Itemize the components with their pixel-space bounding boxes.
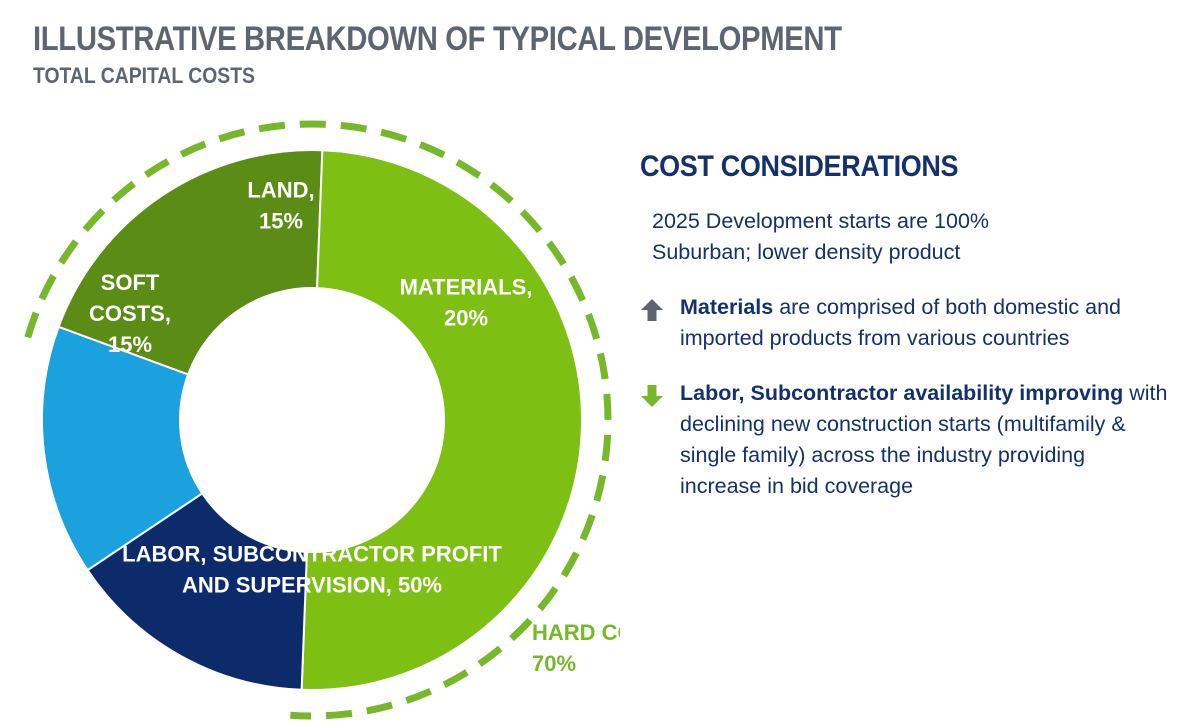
materials-consideration: Materials are comprised of both domestic… bbox=[640, 292, 1180, 354]
slice-materials bbox=[57, 149, 324, 376]
slice-land bbox=[41, 325, 204, 572]
hard-costs-dashed-arc bbox=[24, 120, 612, 720]
arrow-up-icon bbox=[640, 292, 680, 354]
hard-costs-label: HARD COSTS,70% bbox=[532, 620, 620, 676]
labor-consideration: Labor, Subcontractor availability improv… bbox=[640, 378, 1180, 502]
page-subtitle: TOTAL CAPITAL COSTS bbox=[33, 63, 255, 88]
materials-consideration-detail: are comprised of both domestic and impor… bbox=[680, 295, 1121, 350]
cost-considerations-panel: COST CONSIDERATIONS 2025 Development sta… bbox=[640, 150, 1180, 502]
slice-labor-subcontractor-profit-and-supervision bbox=[300, 149, 583, 691]
labor-consideration-detail: with declining new construction starts (… bbox=[680, 381, 1168, 498]
cost-donut-chart: LAND, 15% MATERIALS, 20% LABOR, SUBCONTRACTO… bbox=[24, 120, 620, 720]
labor-consideration-text: Labor, Subcontractor availability improv… bbox=[680, 378, 1170, 502]
development-starts-note: 2025 Development starts are 100% Suburba… bbox=[652, 209, 990, 264]
page-title: ILLUSTRATIVE BREAKDOWN OF TYPICAL DEVELO… bbox=[33, 20, 842, 58]
slice-label-land: LAND, 15% bbox=[247, 178, 314, 234]
arrow-down-icon bbox=[640, 378, 680, 502]
labor-consideration-bold: Labor, Subcontractor availability improv… bbox=[680, 381, 1124, 405]
slice-label-soft-costs: SOFT COSTS, 15% bbox=[89, 270, 171, 357]
slice-label-labor-subcontractor-profit-and-supervision: LABOR, SUBCONTRACTOR PROFIT AND SUPERVISI… bbox=[122, 542, 502, 598]
slice-label-materials: MATERIALS, 20% bbox=[400, 275, 533, 331]
materials-consideration-bold: Materials bbox=[680, 295, 774, 319]
materials-consideration-text: Materials are comprised of both domestic… bbox=[680, 292, 1170, 354]
slice-soft-costs bbox=[86, 492, 308, 691]
cost-considerations-title: COST CONSIDERATIONS bbox=[640, 150, 959, 183]
